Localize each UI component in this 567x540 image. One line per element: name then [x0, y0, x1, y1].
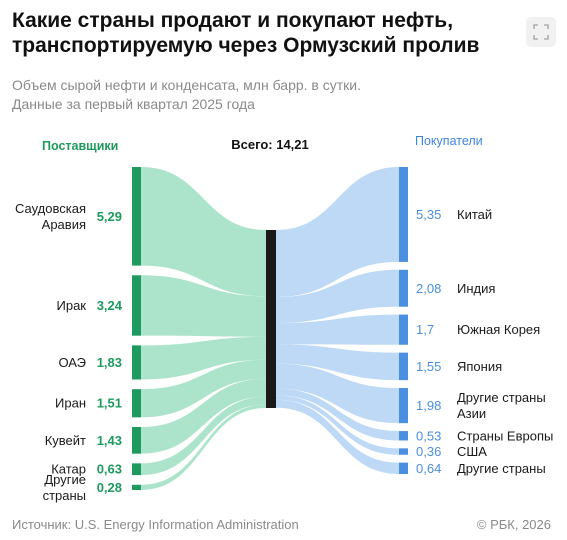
supplier-value-катар: 0,63 [97, 462, 122, 477]
buyer-label-другие-страны-азии: Другие страны [457, 390, 546, 405]
flow-buyer-другие-страны [276, 399, 399, 474]
source-note: Источник: U.S. Energy Information Admini… [12, 517, 299, 532]
supplier-bar-другие-страны [132, 484, 141, 490]
buyer-value-другие-страны-азии: 1,98 [416, 398, 441, 413]
total-label: Всего: 14,21 [231, 137, 309, 152]
supplier-label-кувейт: Кувейт [45, 433, 86, 448]
chart-subtitle: Объем сырой нефти и конденсата, млн барр… [12, 76, 361, 114]
buyer-value-другие-страны: 0,64 [416, 461, 441, 476]
suppliers-header: Поставщики [42, 139, 118, 153]
flow-supplier-ирак [141, 275, 266, 337]
buyer-bar-индия [399, 269, 408, 307]
buyer-value-индия: 2,08 [416, 281, 441, 296]
flow-supplier-катар [141, 396, 266, 476]
flow-buyer-индия [276, 269, 399, 324]
supplier-value-кувейт: 1,43 [97, 433, 122, 448]
flow-buyer-сша [276, 395, 399, 455]
buyer-bar-другие-страны [399, 462, 408, 474]
title-line-1: Какие страны продают и покупают нефть, [12, 9, 454, 32]
buyer-label-сша: США [457, 444, 487, 459]
flow-supplier-другие-страны [141, 404, 266, 490]
supplier-label-саудовская-аравия: Саудовская [15, 201, 86, 216]
buyer-value-китай: 5,35 [416, 207, 441, 222]
supplier-bar-ирак [132, 275, 141, 336]
flow-buyer-страны-европы [276, 388, 399, 441]
expand-icon [533, 24, 549, 40]
buyer-label-другие-страны-азии: Азии [457, 406, 486, 421]
buyer-label-китай: Китай [457, 207, 492, 222]
buyer-label-южная-корея: Южная Корея [457, 322, 540, 337]
flow-supplier-иран [141, 359, 266, 418]
buyer-value-япония: 1,55 [416, 359, 441, 374]
flow-buyer-китай [276, 167, 399, 298]
buyer-bar-страны-европы [399, 431, 408, 441]
buyer-label-другие-страны: Другие страны [457, 461, 546, 476]
buyer-bar-сша [399, 448, 408, 455]
buyer-bar-южная-корея [399, 314, 408, 345]
supplier-label-другие-страны: страны [43, 488, 86, 503]
supplier-bar-оаэ [132, 345, 141, 380]
supplier-value-ирак: 3,24 [97, 298, 123, 313]
flow-buyer-другие-страны-азии [276, 363, 399, 424]
flow-buyer-южная-корея [276, 314, 399, 345]
subtitle-line-2: Данные за первый квартал 2025 года [12, 96, 255, 112]
supplier-bar-кувейт [132, 427, 141, 454]
flow-supplier-кувейт [141, 378, 266, 454]
copyright: © РБК, 2026 [476, 517, 551, 532]
supplier-label-ирак: Ирак [57, 298, 87, 313]
center-total-bar [266, 230, 276, 408]
supplier-label-другие-страны: Другие [44, 472, 86, 487]
buyer-value-страны-европы: 0,53 [416, 428, 441, 443]
flow-supplier-саудовская-аравия [141, 167, 266, 297]
expand-button[interactable] [526, 17, 556, 47]
buyer-label-япония: Япония [457, 359, 502, 374]
buyer-bar-китай [399, 167, 408, 262]
supplier-label-иран: Иран [55, 396, 86, 411]
buyer-value-южная-корея: 1,7 [416, 322, 434, 337]
subtitle-line-1: Объем сырой нефти и конденсата, млн барр… [12, 77, 362, 93]
flow-supplier-оаэ [141, 336, 266, 380]
buyer-label-страны-европы: Страны Европы [457, 428, 553, 443]
supplier-bar-саудовская-аравия [132, 167, 141, 266]
chart-title: Какие страны продают и покупают нефть, т… [12, 8, 512, 58]
buyer-value-сша: 0,36 [416, 444, 441, 459]
supplier-value-саудовская-аравия: 5,29 [97, 209, 122, 224]
supplier-label-оаэ: ОАЭ [58, 355, 86, 370]
supplier-label-саудовская-аравия: Аравия [42, 217, 86, 232]
buyer-label-индия: Индия [457, 281, 495, 296]
buyers-header: Покупатели [415, 134, 483, 148]
supplier-bar-иран [132, 389, 141, 418]
supplier-value-иран: 1,51 [97, 396, 122, 411]
supplier-value-другие-страны: 0,28 [97, 480, 122, 495]
title-line-2: транспортируемую через Ормузский пролив [12, 34, 480, 57]
supplier-label-катар: Катар [51, 462, 86, 477]
buyer-bar-другие-страны-азии [399, 388, 408, 424]
flow-buyer-япония [276, 344, 399, 381]
buyer-bar-япония [399, 352, 408, 381]
supplier-bar-катар [132, 463, 141, 476]
supplier-value-оаэ: 1,83 [97, 355, 122, 370]
